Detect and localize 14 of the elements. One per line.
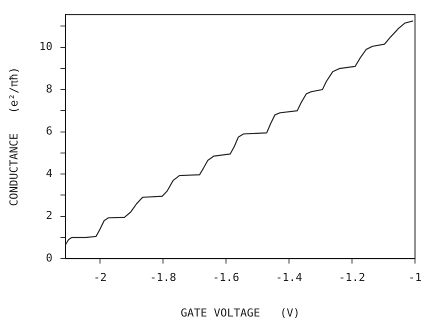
y-tick-label: 4 — [46, 166, 53, 180]
y-tick-label: 8 — [46, 82, 52, 96]
x-tick-label: -2 — [93, 271, 107, 284]
x-tick-label: -1.6 — [212, 271, 240, 284]
y-tick-label: 0 — [46, 251, 52, 264]
y-tick-label: 6 — [46, 124, 52, 138]
x-tick-label: -1.8 — [150, 271, 176, 284]
y-tick-label: 2 — [46, 209, 52, 222]
x-tick-label: -1.2 — [338, 271, 366, 284]
y-tick-label: 10 — [39, 40, 52, 54]
x-axis-title: GATE VOLTAGE (V) — [180, 306, 300, 320]
y-axis-title: CONDUCTANCE (e²/πħ) — [7, 67, 20, 206]
x-tick-label: -1.4 — [276, 271, 303, 284]
x-tick-label: -1 — [408, 271, 422, 284]
